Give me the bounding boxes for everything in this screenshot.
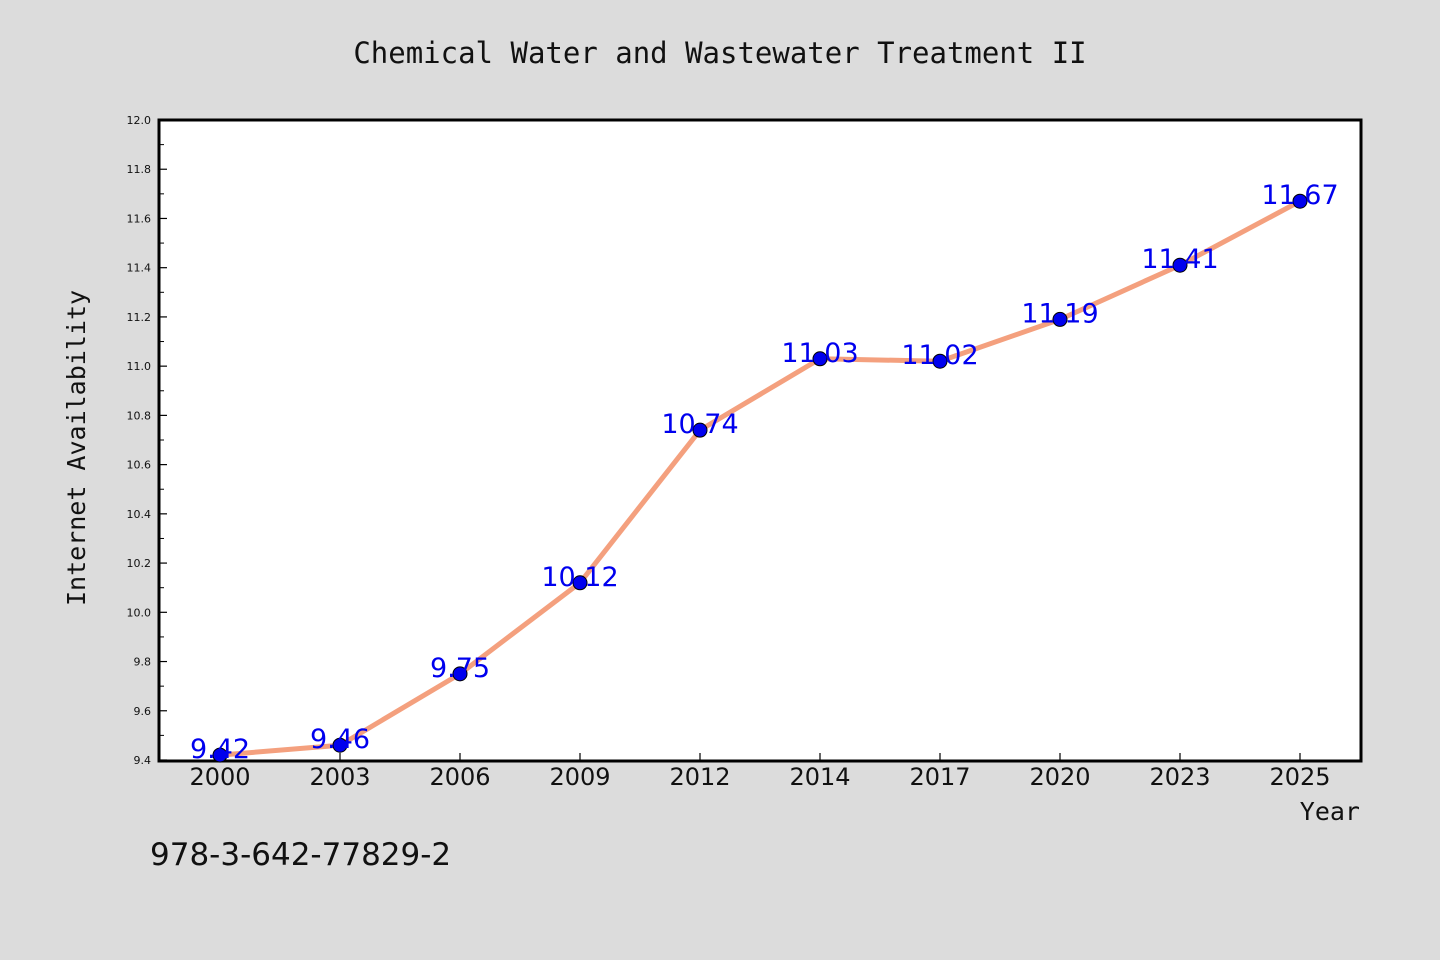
- data-point: [812, 351, 828, 367]
- x-tick-label: 2023: [1149, 763, 1210, 791]
- footer-text: 978-3-642-77829-2: [150, 837, 451, 873]
- x-tick-label: 2000: [189, 763, 250, 791]
- x-tick-label: 2003: [309, 763, 370, 791]
- y-tick-label: 10.6: [127, 459, 152, 472]
- chart-title: Chemical Water and Wastewater Treatment …: [353, 36, 1086, 70]
- y-tick-label: 10.2: [127, 557, 152, 570]
- y-tick-label: 11.8: [127, 163, 152, 176]
- data-point: [1292, 193, 1308, 209]
- plot-area: [157, 118, 1363, 763]
- data-label: 9.46: [310, 724, 370, 755]
- data-point: [452, 666, 468, 682]
- y-tick-label: 11.6: [127, 212, 152, 225]
- data-label: 10.12: [541, 562, 618, 593]
- data-point: [212, 747, 228, 763]
- data-labels: 9.42 9.46 9.75 10.12 10.74 11.03 11.02 11.19 11.…: [190, 180, 1339, 765]
- y-tick-label: 10.8: [127, 409, 152, 422]
- data-label: 11.03: [781, 338, 858, 369]
- data-point: [1052, 311, 1068, 327]
- data-point: [332, 737, 348, 753]
- data-label: 11.19: [1021, 298, 1098, 329]
- series-markers: [212, 193, 1308, 763]
- data-point: [692, 422, 708, 438]
- x-tick-label: 2020: [1029, 763, 1090, 791]
- x-tick-label: 2006: [429, 763, 490, 791]
- data-point: [1172, 257, 1188, 273]
- x-tick-label: 2025: [1269, 763, 1330, 791]
- y-tick-label: 11.0: [127, 360, 152, 373]
- data-label: 9.75: [430, 653, 490, 684]
- data-label: 11.02: [901, 340, 978, 371]
- y-axis: 9.4 9.6 9.8 10.0 10.2 10.4 10.6 10.8 11.0 11.2 11.…: [127, 114, 167, 767]
- x-tick-label: 2012: [669, 763, 730, 791]
- x-axis: 2000 2003 2006 2009 2012 2014 2017 2020 2023 2025: [189, 753, 1331, 791]
- data-label: 9.42: [190, 734, 250, 765]
- y-tick-label: 9.6: [134, 705, 152, 718]
- data-point: [932, 353, 948, 369]
- y-tick-label: 11.2: [127, 311, 152, 324]
- y-tick-label: 10.0: [127, 606, 152, 619]
- y-tick-label: 10.4: [127, 508, 152, 521]
- y-tick-label: 11.4: [127, 262, 152, 275]
- x-tick-label: 2017: [909, 763, 970, 791]
- x-tick-label: 2009: [549, 763, 610, 791]
- data-label: 11.67: [1261, 180, 1338, 211]
- y-tick-label: 12.0: [127, 114, 152, 127]
- y-tick-label: 9.8: [134, 656, 152, 669]
- y-tick-label: 9.4: [134, 754, 152, 767]
- data-label: 10.74: [661, 409, 738, 440]
- x-tick-label: 2014: [789, 763, 850, 791]
- y-axis-label: Internet Availability: [62, 290, 91, 606]
- data-point: [572, 575, 588, 591]
- series-line: [217, 198, 1303, 758]
- data-label: 11.41: [1141, 244, 1218, 275]
- x-axis-label: Year: [1300, 797, 1360, 826]
